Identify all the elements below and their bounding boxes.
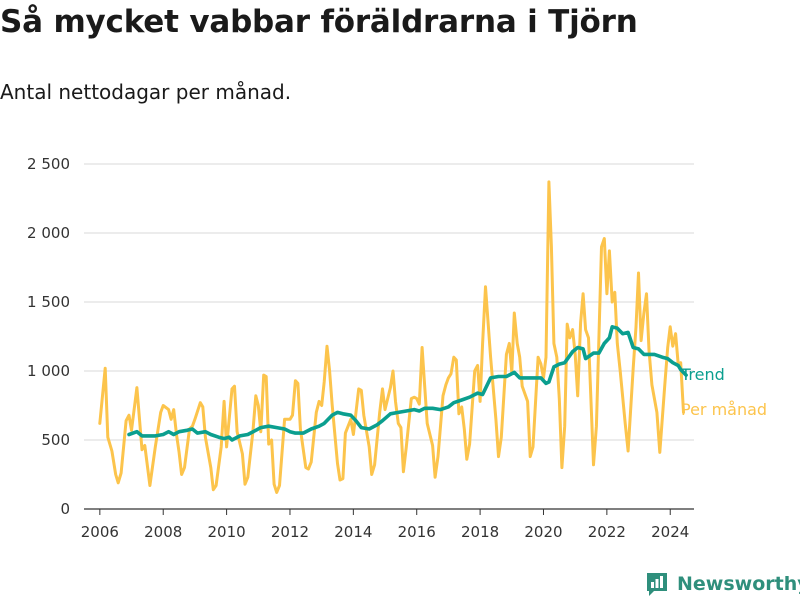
y-gridlines bbox=[84, 163, 694, 441]
series-labels: Per månad Trend bbox=[680, 365, 767, 419]
series-lines bbox=[98, 180, 688, 494]
y-tick-label: 2 500 bbox=[27, 155, 70, 173]
per-manad-line bbox=[98, 180, 685, 494]
page-subtitle: Antal nettodagar per månad. bbox=[0, 80, 292, 104]
y-tick-label: 2 000 bbox=[27, 224, 70, 242]
y-tick-label: 0 bbox=[60, 500, 70, 518]
tick-labels: 0 500 1 000 1 500 2 000 2 500 2006 2008 2010 2012… bbox=[27, 155, 689, 541]
x-tick-label: 2010 bbox=[208, 523, 246, 541]
x-tick-label: 2022 bbox=[588, 523, 626, 541]
x-tick-label: 2008 bbox=[144, 523, 182, 541]
x-tick-label: 2020 bbox=[524, 523, 562, 541]
x-axis bbox=[84, 508, 694, 515]
y-tick-label: 1 500 bbox=[27, 293, 70, 311]
y-tick-label: 500 bbox=[41, 431, 70, 449]
page-title: Så mycket vabbar föräldrarna i Tjörn bbox=[0, 4, 638, 40]
trend-line bbox=[127, 324, 688, 442]
line-chart: 0 500 1 000 1 500 2 000 2 500 2006 2008 2010 2012… bbox=[27, 155, 767, 541]
newsworthy-brand: Newsworthy bbox=[645, 570, 800, 598]
x-tick-label: 2016 bbox=[398, 523, 436, 541]
bar-chart-logo-icon bbox=[647, 573, 667, 596]
x-tick-label: 2012 bbox=[271, 523, 309, 541]
x-tick-label: 2014 bbox=[334, 523, 372, 541]
trend-series-label: Trend bbox=[680, 365, 725, 384]
per-manad-series-label: Per månad bbox=[681, 400, 767, 419]
x-tick-label: 2006 bbox=[81, 523, 119, 541]
x-tick-label: 2018 bbox=[461, 523, 499, 541]
brand-name: Newsworthy bbox=[677, 573, 800, 595]
x-tick-label: 2024 bbox=[651, 523, 689, 541]
y-tick-label: 1 000 bbox=[27, 362, 70, 380]
